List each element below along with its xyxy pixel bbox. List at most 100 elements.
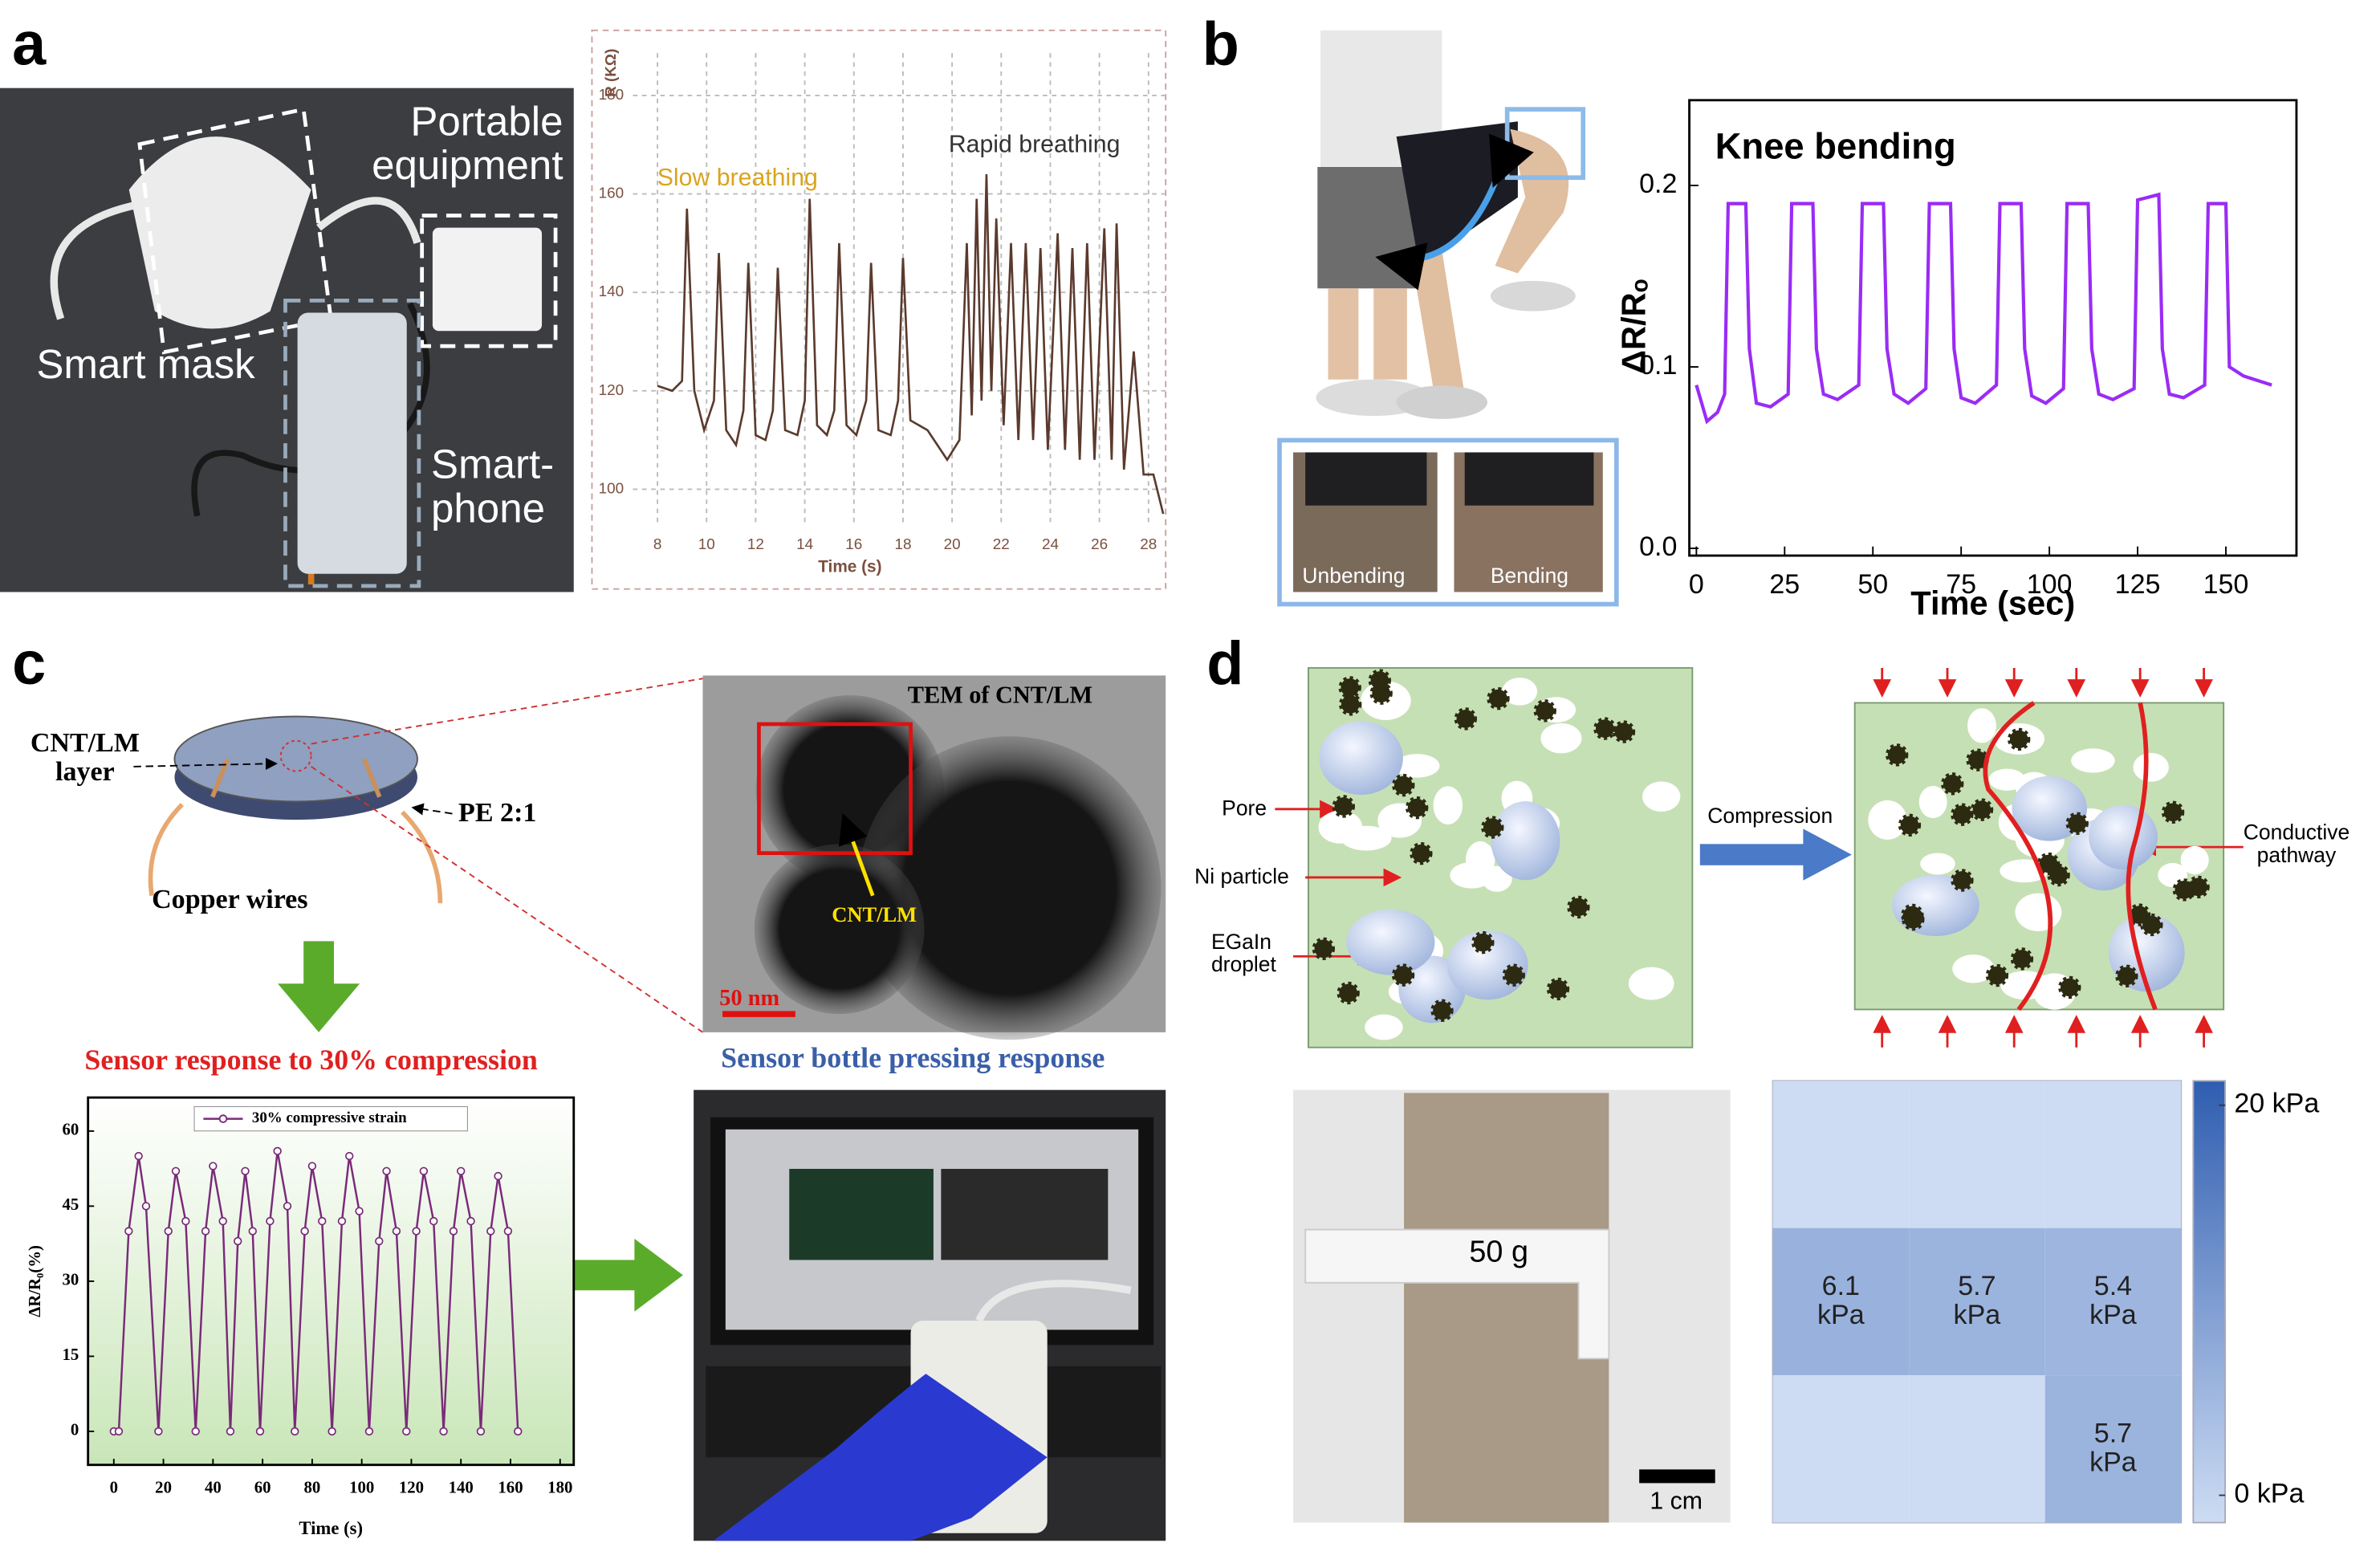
x-tick-label: 0 [1689, 569, 1704, 600]
ni-particle [2058, 975, 2081, 999]
pore [1433, 786, 1463, 824]
data-point [355, 1207, 364, 1215]
data-point [328, 1427, 336, 1436]
ni-particle [1941, 772, 1964, 796]
tem-title: TEM of CNT/LM [907, 682, 1093, 710]
ni-particle [1612, 720, 1636, 743]
x-tick-label: 20 [155, 1479, 172, 1497]
pore [2071, 748, 2115, 773]
data-point [154, 1427, 163, 1436]
empty-cell [1909, 1375, 2045, 1523]
x-tick-label: 10 [698, 536, 715, 553]
x-tick-label: 20 [944, 536, 961, 553]
data-point [503, 1227, 513, 1236]
panel-label: c [12, 630, 46, 698]
x-tick-label: 25 [1769, 569, 1800, 600]
x-tick-label: 50 [1857, 569, 1888, 600]
y-tick-label: 0.2 [1639, 169, 1677, 199]
data-point [255, 1427, 265, 1436]
schematic-label: Pore [1222, 795, 1267, 820]
x-tick-label: 80 [304, 1479, 321, 1497]
y-axis-label: ΔR/R₀(%) [26, 1245, 44, 1317]
ni-particle [1339, 693, 1362, 716]
pore [1868, 800, 1907, 840]
photo-label: Portable equipment [372, 98, 563, 189]
data-point [134, 1151, 143, 1161]
ni-particle [1502, 963, 1525, 987]
data-point [273, 1146, 282, 1156]
data-point [514, 1427, 523, 1436]
x-tick-label: 100 [349, 1479, 374, 1497]
data-point [449, 1227, 458, 1236]
device-label: Copper wires [152, 883, 308, 914]
cell-label: 6.1 kPa [1817, 1269, 1865, 1330]
plot-frame [87, 1096, 576, 1467]
ni-particle [2140, 913, 2163, 937]
legend-box [193, 1105, 468, 1132]
droplet [2089, 804, 2158, 870]
photo-label: Smart- phone [431, 442, 555, 532]
ni-particle [1898, 813, 1922, 837]
inset-label: Bending [1490, 563, 1569, 588]
empty-cell [1909, 1081, 2045, 1228]
data-point [307, 1162, 317, 1170]
data-point [382, 1166, 391, 1175]
empty-cell [1772, 1081, 1910, 1228]
pore [1628, 967, 1674, 1000]
data-point [345, 1151, 354, 1161]
cell-label: 5.7 kPa [2089, 1417, 2137, 1477]
x-axis-label: Time (s) [299, 1518, 363, 1538]
ni-particle [1533, 699, 1556, 723]
cell-label: 5.7 kPa [1953, 1269, 2001, 1330]
y-tick-label: 0.1 [1639, 350, 1677, 381]
data-point [226, 1427, 235, 1436]
annotation: Rapid breathing [949, 132, 1121, 158]
inset-label: Unbending [1302, 563, 1406, 588]
ni-particle [1487, 686, 1510, 710]
data-point [457, 1166, 466, 1175]
x-tick-label: 24 [1042, 536, 1059, 553]
y-tick-label: 0 [71, 1421, 79, 1439]
ni-particle [1985, 963, 2009, 987]
ni-particle [1481, 816, 1504, 839]
x-tick-label: 28 [1140, 536, 1157, 553]
x-tick-label: 8 [653, 536, 662, 553]
ni-particle [1338, 676, 1361, 699]
x-tick-label: 125 [2115, 569, 2161, 600]
x-tick-label: 22 [993, 536, 1010, 553]
data-point [466, 1216, 475, 1226]
y-tick-label: 120 [599, 382, 624, 399]
x-tick-label: 120 [399, 1479, 424, 1497]
ni-particle [2187, 875, 2210, 899]
pore [1393, 754, 1440, 778]
pore [1952, 955, 1995, 983]
y-tick-label: 100 [599, 480, 624, 497]
x-tick-label: 14 [796, 536, 813, 553]
ni-particle [1368, 669, 1392, 692]
device-schematic [133, 675, 1166, 1541]
y-tick-label: 60 [63, 1121, 79, 1139]
arrow-label: Compression [1707, 803, 1833, 828]
data-line [1694, 192, 2272, 425]
data-point [181, 1216, 190, 1226]
ni-particle [2161, 800, 2185, 824]
heatmap-cell [2044, 1227, 2182, 1376]
empty-cell [2044, 1081, 2182, 1228]
droplet [1346, 909, 1435, 975]
ni-particle [1471, 930, 1495, 955]
x-tick-label: 140 [449, 1479, 474, 1497]
x-tick-label: 16 [845, 536, 862, 553]
data-point [266, 1216, 275, 1226]
ni-particle [1430, 999, 1454, 1022]
x-tick-label: 150 [2203, 569, 2249, 600]
photo-knee [1277, 30, 1619, 607]
heatmap-cell [2044, 1375, 2182, 1523]
colorbar [2192, 1080, 2227, 1524]
x-axis-label: Time (s) [818, 558, 881, 576]
data-point [191, 1427, 200, 1436]
y-axis-label: R (KΩ) [603, 49, 620, 97]
pore [2180, 845, 2209, 875]
ni-particle [1454, 707, 1478, 731]
